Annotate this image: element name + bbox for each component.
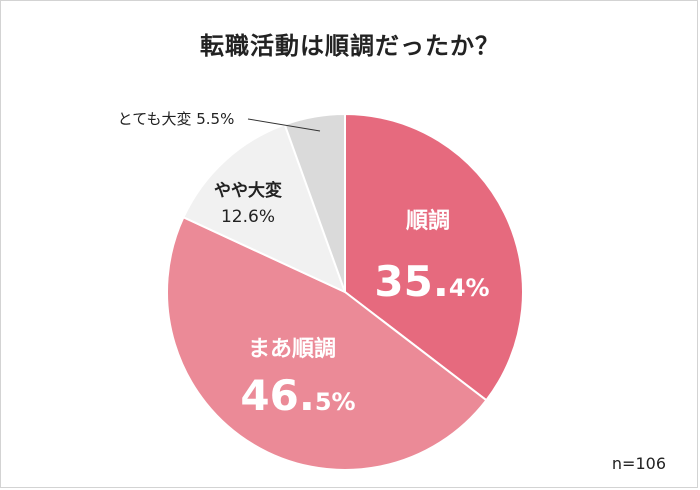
pie-slice-1 [166,215,488,471]
slice-value-2: 12.6% [221,207,275,227]
slice-value-0: 35.4% [374,257,489,306]
pie-slice-2 [182,123,347,294]
slice-label-1: まあ順調 [248,336,336,362]
chart-title: 転職活動は順調だったか？ [200,32,500,60]
sample-size-label: n=106 [611,454,666,473]
pie-slice-0 [344,112,524,402]
slice-label-0: 順調 [406,208,450,234]
slice-label-3: とても大変 5.5% [118,110,235,128]
leader-line-3 [247,118,321,132]
slice-label-2: やや大変 [214,180,282,201]
pie-slice-3 [283,112,346,293]
slice-value-1: 46.5% [240,371,355,420]
